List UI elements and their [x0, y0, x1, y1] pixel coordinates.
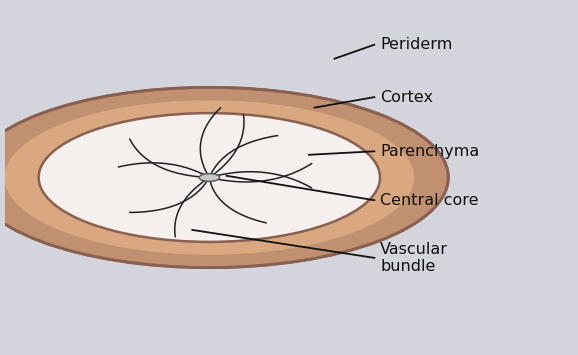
Text: Vascular
bundle: Vascular bundle	[380, 242, 448, 274]
Text: Parenchyma: Parenchyma	[380, 144, 479, 159]
Ellipse shape	[0, 87, 449, 268]
Text: Cortex: Cortex	[380, 89, 433, 105]
Text: Central core: Central core	[380, 193, 479, 208]
Ellipse shape	[199, 174, 220, 181]
Ellipse shape	[5, 100, 414, 255]
Ellipse shape	[39, 113, 380, 242]
Text: Periderm: Periderm	[380, 37, 453, 52]
